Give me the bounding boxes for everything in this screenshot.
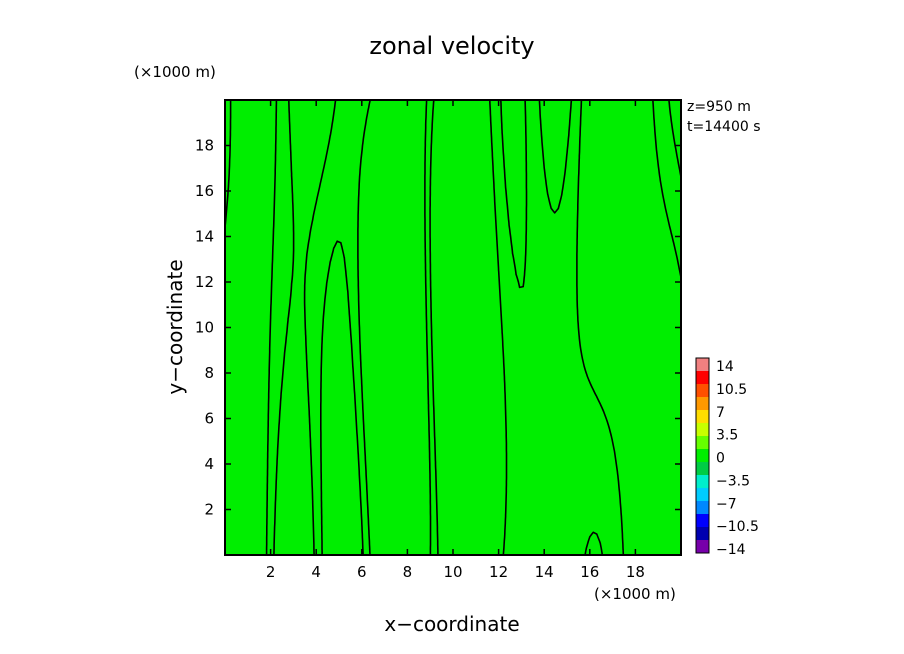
y-tick-label: 4	[204, 455, 214, 473]
y-tick-label: 2	[204, 501, 214, 519]
colorbar-label: 0	[716, 451, 725, 467]
colorbar-swatch	[696, 514, 709, 528]
y-axis-ticks: 2 4 6 8 10 12 14 16 18	[195, 137, 681, 519]
y-tick-label: 8	[204, 364, 214, 382]
annotation-time: t=14400 s	[687, 119, 761, 135]
x-tick-label: 6	[357, 563, 367, 581]
colorbar-swatch	[696, 371, 709, 385]
colorbar-label: −3.5	[716, 473, 750, 489]
colorbar-swatch	[696, 527, 709, 541]
x-tick-label: 14	[535, 563, 554, 581]
y-tick-label: 6	[204, 410, 214, 428]
colorbar-swatch	[696, 436, 709, 450]
x-tick-label: 2	[266, 563, 276, 581]
colorbar-label: −14	[716, 542, 746, 558]
colorbar-swatch	[696, 540, 709, 554]
contour-level-0	[225, 100, 681, 555]
colorbar-swatch	[696, 449, 709, 463]
x-tick-label: 4	[311, 563, 321, 581]
colorbar-swatch	[696, 488, 709, 502]
contour-lines	[225, 100, 681, 555]
colorbar-label: −7	[716, 496, 737, 512]
chart-title: zonal velocity	[369, 32, 534, 60]
x-axis-ticks: 2 4 6 8 10 12 14 16 18	[266, 100, 645, 581]
y-axis-label: y−coordinate	[163, 259, 187, 394]
colorbar-swatch	[696, 384, 709, 398]
colorbar-swatch	[696, 501, 709, 515]
y-tick-label: 16	[195, 182, 214, 200]
x-tick-label: 10	[443, 563, 462, 581]
plot-area	[224, 99, 682, 556]
colorbar-swatch	[696, 410, 709, 424]
colorbar-label: −10.5	[716, 519, 759, 535]
colorbar-label: 7	[716, 405, 725, 421]
colorbar-swatch	[696, 475, 709, 489]
x-axis-unit: (×1000 m)	[594, 585, 676, 603]
annotation-height: z=950 m	[687, 99, 751, 115]
y-tick-label: 14	[195, 228, 214, 246]
y-tick-label: 18	[195, 137, 214, 155]
colorbar-swatch	[696, 462, 709, 476]
colorbar-swatch	[696, 423, 709, 437]
y-tick-label: 10	[195, 319, 214, 337]
colorbar-frame	[695, 357, 710, 554]
x-tick-label: 16	[580, 563, 599, 581]
y-tick-label: 12	[195, 273, 214, 291]
x-axis-label: x−coordinate	[384, 612, 519, 636]
contour-level-1	[273, 100, 681, 555]
y-axis-unit: (×1000 m)	[134, 63, 216, 81]
x-tick-label: 8	[403, 563, 413, 581]
colorbar-swatch	[696, 358, 709, 372]
colorbar-label: 10.5	[716, 382, 747, 398]
colorbar-label: 3.5	[716, 428, 738, 444]
x-tick-label: 18	[626, 563, 645, 581]
colorbar-swatch	[696, 397, 709, 411]
velocity-field	[225, 100, 681, 555]
colorbar: 14 10.5 7 3.5 0 −3.5 −7 −10.5 −14	[695, 357, 759, 558]
x-tick-label: 12	[489, 563, 508, 581]
colorbar-label: 14	[716, 359, 734, 375]
